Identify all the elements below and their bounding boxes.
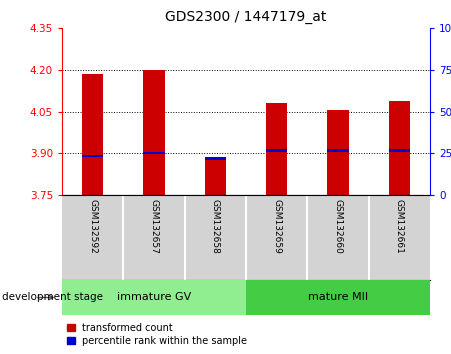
Bar <box>389 101 410 195</box>
Text: development stage: development stage <box>2 292 103 303</box>
Text: mature MII: mature MII <box>308 292 368 303</box>
Bar <box>266 149 287 152</box>
Bar <box>327 109 349 195</box>
Bar <box>62 280 246 315</box>
Text: GSM132660: GSM132660 <box>333 199 342 254</box>
Title: GDS2300 / 1447179_at: GDS2300 / 1447179_at <box>166 10 327 24</box>
Legend: transformed count, percentile rank within the sample: transformed count, percentile rank withi… <box>67 323 248 346</box>
Text: immature GV: immature GV <box>117 292 191 303</box>
Bar <box>246 280 430 315</box>
Bar <box>143 70 165 195</box>
Bar <box>82 155 103 158</box>
Bar <box>266 103 287 195</box>
Bar <box>205 158 226 195</box>
Bar <box>205 158 226 160</box>
Text: GSM132592: GSM132592 <box>88 199 97 254</box>
Text: GSM132659: GSM132659 <box>272 199 281 254</box>
Bar <box>389 149 410 152</box>
Bar <box>143 152 165 154</box>
Text: GSM132661: GSM132661 <box>395 199 404 254</box>
Text: GSM132658: GSM132658 <box>211 199 220 254</box>
Text: GSM132657: GSM132657 <box>149 199 158 254</box>
Bar <box>82 74 103 195</box>
Bar <box>327 149 349 152</box>
